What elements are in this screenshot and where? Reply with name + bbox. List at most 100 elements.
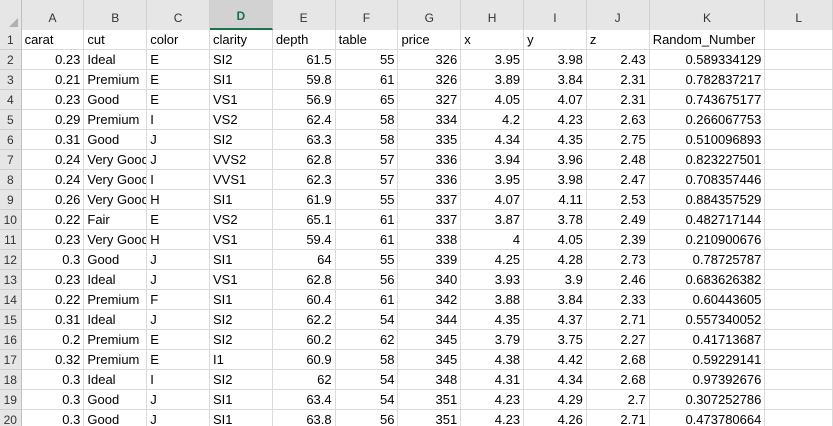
cell-a8[interactable]: 0.24 [21, 170, 85, 190]
cell-h4[interactable]: 4.05 [461, 90, 525, 110]
cell-b1[interactable]: cut [84, 30, 148, 50]
cell-b11[interactable]: Very Good [84, 230, 148, 250]
cell-k12[interactable]: 0.78725787 [649, 250, 766, 270]
cell-i4[interactable]: 4.07 [524, 90, 587, 110]
cell-b17[interactable]: Premium [84, 350, 148, 370]
cell-b8[interactable]: Very Good [84, 170, 148, 190]
cell-b2[interactable]: Ideal [84, 50, 148, 70]
cell-f3[interactable]: 61 [335, 70, 399, 90]
cell-l19[interactable] [765, 390, 833, 410]
cell-d10[interactable]: VS2 [210, 210, 273, 230]
cell-b14[interactable]: Premium [84, 290, 148, 310]
cell-h11[interactable]: 4 [461, 230, 525, 250]
row-header[interactable]: 9 [0, 190, 22, 210]
cell-f5[interactable]: 58 [335, 110, 399, 130]
cell-l20[interactable] [765, 410, 833, 426]
cell-g9[interactable]: 337 [398, 190, 462, 210]
cell-e1[interactable]: depth [272, 30, 336, 50]
row-header[interactable]: 8 [0, 170, 22, 190]
cell-i9[interactable]: 4.11 [524, 190, 587, 210]
cell-j20[interactable]: 2.71 [587, 410, 650, 426]
cell-f11[interactable]: 61 [335, 230, 399, 250]
cell-c5[interactable]: I [147, 110, 210, 130]
cell-b12[interactable]: Good [84, 250, 148, 270]
cell-h5[interactable]: 4.2 [461, 110, 525, 130]
cell-f15[interactable]: 54 [335, 310, 399, 330]
cell-d7[interactable]: VVS2 [210, 150, 273, 170]
row-header[interactable]: 4 [0, 90, 22, 110]
cell-c19[interactable]: J [147, 390, 210, 410]
cell-g8[interactable]: 336 [398, 170, 462, 190]
cell-c15[interactable]: J [147, 310, 210, 330]
cell-a5[interactable]: 0.29 [21, 110, 85, 130]
cell-j14[interactable]: 2.33 [586, 290, 650, 310]
column-header-k[interactable]: K [649, 0, 766, 30]
cell-i19[interactable]: 4.29 [524, 390, 587, 410]
cell-j5[interactable]: 2.63 [586, 110, 650, 130]
cell-f7[interactable]: 57 [335, 150, 399, 170]
cell-k4[interactable]: 0.743675177 [649, 90, 766, 110]
cell-c13[interactable]: J [147, 270, 210, 290]
cell-a16[interactable]: 0.2 [21, 330, 85, 350]
column-header-e[interactable]: E [272, 0, 336, 30]
cell-j16[interactable]: 2.27 [586, 330, 650, 350]
cell-k5[interactable]: 0.266067753 [649, 110, 766, 130]
cell-l15[interactable] [765, 310, 833, 330]
cell-a1[interactable]: carat [21, 30, 85, 50]
cell-c17[interactable]: E [147, 350, 210, 370]
cell-d12[interactable]: SI1 [210, 250, 273, 270]
cell-a13[interactable]: 0.23 [21, 270, 85, 290]
cell-j10[interactable]: 2.49 [586, 210, 650, 230]
cell-l10[interactable] [765, 210, 833, 230]
cell-h15[interactable]: 4.35 [461, 310, 525, 330]
cell-e2[interactable]: 61.5 [272, 50, 336, 70]
cell-f8[interactable]: 57 [335, 170, 399, 190]
cell-d15[interactable]: SI2 [210, 310, 273, 330]
cell-i12[interactable]: 4.28 [524, 250, 587, 270]
cell-l12[interactable] [765, 250, 833, 270]
cell-k2[interactable]: 0.589334129 [649, 50, 766, 70]
cell-b3[interactable]: Premium [84, 70, 148, 90]
row-header[interactable]: 2 [0, 50, 22, 70]
column-header-d[interactable]: D [209, 0, 273, 30]
cell-f13[interactable]: 56 [335, 270, 399, 290]
cell-a3[interactable]: 0.21 [21, 70, 85, 90]
cell-l11[interactable] [765, 230, 833, 250]
cell-d20[interactable]: SI1 [210, 410, 273, 426]
cell-a18[interactable]: 0.3 [21, 370, 85, 390]
cell-e9[interactable]: 61.9 [272, 190, 336, 210]
cell-i3[interactable]: 3.84 [524, 70, 587, 90]
cell-c11[interactable]: H [147, 230, 210, 250]
cell-l13[interactable] [765, 270, 833, 290]
cell-c2[interactable]: E [147, 50, 210, 70]
cell-k1[interactable]: Random_Number [649, 30, 766, 50]
cell-b7[interactable]: Very Good [84, 150, 148, 170]
cell-h19[interactable]: 4.23 [461, 390, 525, 410]
cell-g12[interactable]: 339 [398, 250, 462, 270]
cell-h8[interactable]: 3.95 [461, 170, 525, 190]
cell-l1[interactable] [765, 30, 833, 50]
cell-l6[interactable] [765, 130, 833, 150]
cell-j18[interactable]: 2.68 [586, 370, 650, 390]
cell-k9[interactable]: 0.884357529 [649, 190, 766, 210]
cell-b18[interactable]: Ideal [84, 370, 148, 390]
column-header-j[interactable]: J [586, 0, 650, 30]
cell-d11[interactable]: VS1 [210, 230, 273, 250]
cell-k18[interactable]: 0.97392676 [649, 370, 766, 390]
cell-f10[interactable]: 61 [335, 210, 399, 230]
cell-k15[interactable]: 0.557340052 [649, 310, 766, 330]
cell-g19[interactable]: 351 [398, 390, 462, 410]
cell-k19[interactable]: 0.307252786 [649, 390, 766, 410]
cell-c1[interactable]: color [147, 30, 210, 50]
cell-a15[interactable]: 0.31 [21, 310, 85, 330]
cell-b13[interactable]: Ideal [84, 270, 148, 290]
cell-e12[interactable]: 64 [272, 250, 336, 270]
cell-f16[interactable]: 62 [335, 330, 399, 350]
cell-a9[interactable]: 0.26 [21, 190, 85, 210]
cell-k6[interactable]: 0.510096893 [649, 130, 766, 150]
cell-l9[interactable] [765, 190, 833, 210]
cell-j13[interactable]: 2.46 [586, 270, 650, 290]
cell-e8[interactable]: 62.3 [272, 170, 336, 190]
cell-b10[interactable]: Fair [84, 210, 148, 230]
cell-d18[interactable]: SI2 [210, 370, 273, 390]
